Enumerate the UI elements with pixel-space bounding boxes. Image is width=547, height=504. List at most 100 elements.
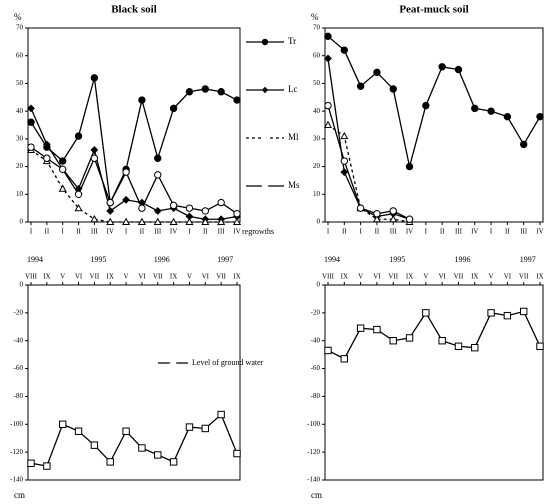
marker <box>503 311 512 320</box>
marker <box>58 184 67 192</box>
x-tick-label: II <box>440 228 445 236</box>
y-axis-label: % <box>311 12 319 22</box>
y-tick-label: 20 <box>313 162 321 170</box>
marker <box>217 410 225 419</box>
marker <box>169 104 178 113</box>
marker <box>185 423 194 431</box>
marker <box>122 195 130 204</box>
y-tick-label: 10 <box>313 190 321 198</box>
x-tick-label: IX <box>341 273 348 281</box>
y-tick-label: 70 <box>16 24 24 32</box>
chart-title: Peat-muck soil <box>399 4 468 16</box>
marker <box>153 217 162 226</box>
marker <box>154 171 162 179</box>
marker <box>373 325 381 334</box>
x-tick-label: I <box>327 228 330 236</box>
marker <box>74 427 83 435</box>
y-tick-label: -120 <box>10 448 23 456</box>
marker <box>340 157 349 165</box>
marker <box>261 86 269 94</box>
x-tick-label: V <box>423 273 428 281</box>
x-tick-label: I <box>359 228 362 236</box>
y-tick-label: -100 <box>307 420 320 428</box>
marker <box>519 140 528 149</box>
x-tick-label: II <box>203 228 208 236</box>
marker <box>340 46 349 54</box>
x-tick-label: VII <box>388 273 398 281</box>
y-tick-label: -60 <box>14 364 24 372</box>
marker <box>58 157 67 165</box>
y-tick-label: -140 <box>10 476 23 484</box>
x-tick-label: VII <box>519 273 529 281</box>
year-label: 1994 <box>324 255 340 264</box>
x-tick-label: IV <box>233 228 240 236</box>
y-axis-label: cm <box>311 490 322 500</box>
marker <box>90 74 99 82</box>
marker <box>471 343 479 352</box>
marker <box>217 217 226 226</box>
marker <box>43 462 51 470</box>
x-tick-label: II <box>45 228 50 236</box>
x-tick-label: VII <box>153 273 163 281</box>
y-tick-label: 0 <box>317 218 321 226</box>
x-tick-label: V <box>124 273 129 281</box>
marker <box>201 85 210 93</box>
x-tick-label: VI <box>138 273 146 281</box>
series-line <box>327 124 410 223</box>
marker <box>90 146 99 154</box>
x-tick-label: V <box>60 273 65 281</box>
x-tick-label: II <box>140 228 145 236</box>
marker <box>324 32 332 41</box>
marker <box>324 101 332 110</box>
legend-label: Level of ground water <box>192 358 264 367</box>
x-tick-label: V <box>489 273 494 281</box>
marker <box>340 131 349 140</box>
y-tick-label: 0 <box>20 218 24 226</box>
series-line <box>327 35 541 167</box>
marker <box>471 104 479 113</box>
y-tick-label: -20 <box>311 308 321 316</box>
plot-frame <box>27 284 241 481</box>
marker <box>27 143 35 151</box>
marker <box>74 132 83 140</box>
year-label: 1996 <box>454 255 470 264</box>
marker <box>422 101 430 110</box>
marker <box>185 88 194 96</box>
y-tick-label: -100 <box>10 420 23 428</box>
marker <box>90 154 99 162</box>
marker <box>389 207 397 215</box>
marker <box>169 217 178 226</box>
marker <box>487 107 495 115</box>
x-tick-label: IV <box>107 228 114 236</box>
marker <box>389 337 397 345</box>
y-tick-label: -80 <box>14 392 24 400</box>
x-tick-label: VI <box>75 273 83 281</box>
x-axis-label: regrowths <box>242 227 274 236</box>
marker <box>43 154 51 162</box>
marker <box>169 359 177 367</box>
series-line <box>327 105 410 220</box>
x-tick-label: V <box>358 273 363 281</box>
year-label: 1997 <box>520 255 536 264</box>
marker <box>201 217 210 226</box>
marker <box>454 65 463 74</box>
x-tick-label: IX <box>43 273 50 281</box>
x-tick-label: III <box>520 228 528 236</box>
x-tick-label: V <box>187 273 192 281</box>
y-tick-label: 60 <box>16 51 24 59</box>
legend-label: Ml <box>288 132 299 142</box>
marker <box>106 458 114 466</box>
marker <box>405 215 414 223</box>
x-tick-label: I <box>62 228 65 236</box>
y-tick-label: 50 <box>16 79 24 87</box>
marker <box>122 427 130 435</box>
marker <box>233 209 241 218</box>
chart-title: Black soil <box>111 4 157 16</box>
marker <box>340 355 349 363</box>
y-tick-label: -60 <box>311 364 321 372</box>
marker <box>138 204 146 212</box>
marker <box>324 54 332 63</box>
x-tick-label: III <box>455 228 463 236</box>
marker <box>356 82 365 90</box>
x-tick-label: III <box>390 228 398 236</box>
